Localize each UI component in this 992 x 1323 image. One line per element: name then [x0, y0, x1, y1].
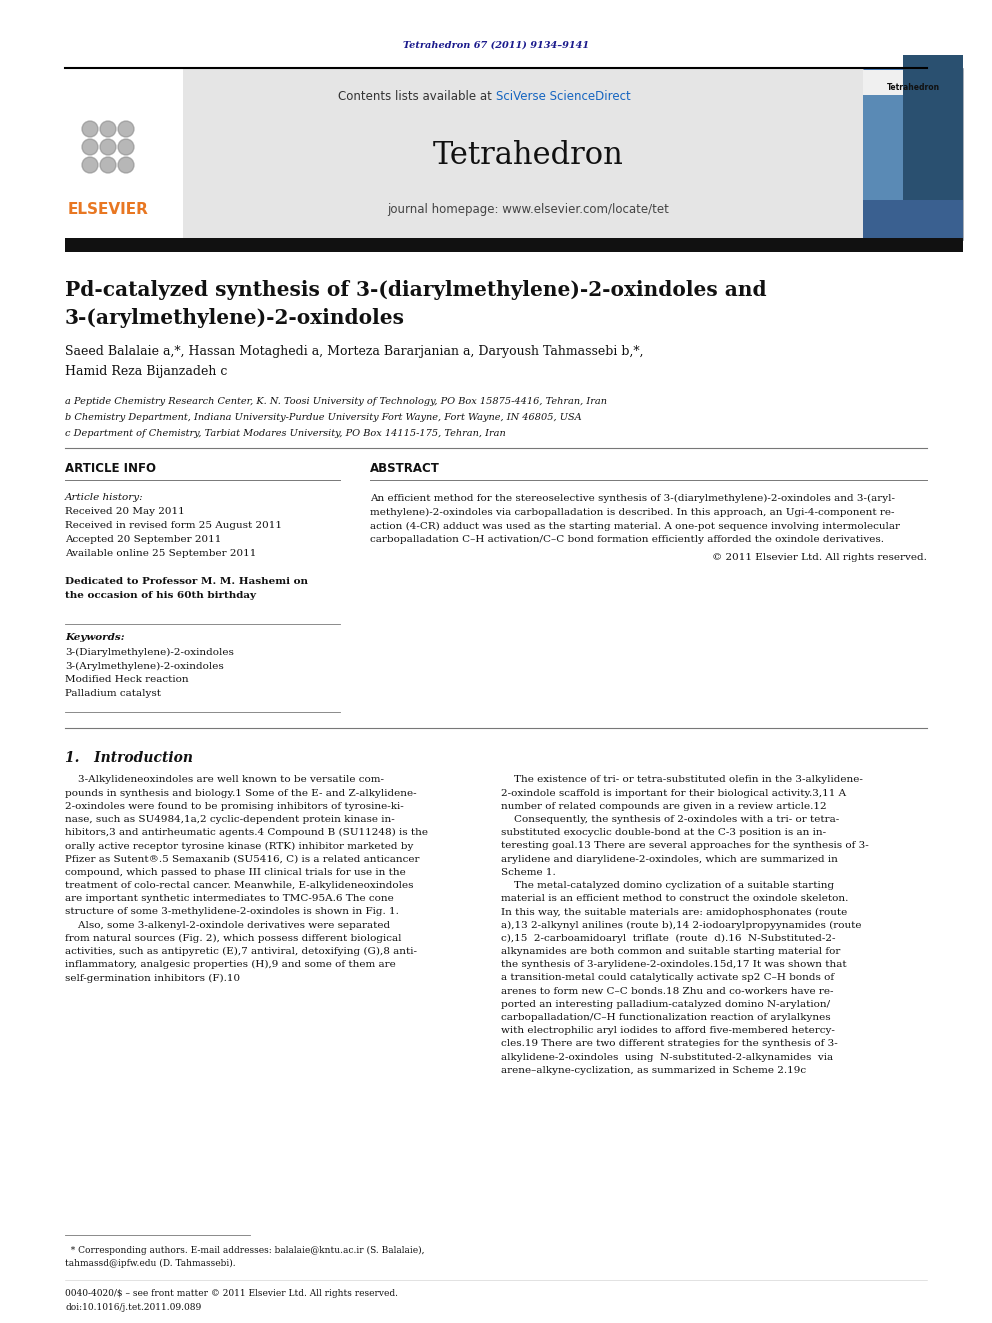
Text: substituted exocyclic double-bond at the C-3 position is an in-: substituted exocyclic double-bond at the…	[501, 828, 826, 837]
Text: carbopalladation/C–H functionalization reaction of arylalkynes: carbopalladation/C–H functionalization r…	[501, 1013, 830, 1023]
Text: SciVerse ScienceDirect: SciVerse ScienceDirect	[496, 90, 631, 103]
Circle shape	[118, 157, 134, 173]
Text: Tetrahedron: Tetrahedron	[433, 139, 623, 171]
Text: a Peptide Chemistry Research Center, K. N. Toosi University of Technology, PO Bo: a Peptide Chemistry Research Center, K. …	[65, 397, 607, 406]
Text: Available online 25 September 2011: Available online 25 September 2011	[65, 549, 256, 558]
Bar	[183, 67, 863, 239]
Text: methylene)-2-oxindoles via carbopalladation is described. In this approach, an U: methylene)-2-oxindoles via carbopalladat…	[370, 508, 895, 516]
Bar	[65, 238, 963, 251]
Text: cles.19 There are two different strategies for the synthesis of 3-: cles.19 There are two different strategi…	[501, 1040, 838, 1049]
Text: a),13 2-alkynyl anilines (route b),14 2-iodoarylpropyynamides (route: a),13 2-alkynyl anilines (route b),14 2-…	[501, 921, 861, 930]
Text: are important synthetic intermediates to TMC-95A.6 The cone: are important synthetic intermediates to…	[65, 894, 394, 904]
Text: self-germination inhibitors (F).10: self-germination inhibitors (F).10	[65, 974, 240, 983]
Text: 3-(arylmethylene)-2-oxindoles: 3-(arylmethylene)-2-oxindoles	[65, 308, 405, 328]
Text: © 2011 Elsevier Ltd. All rights reserved.: © 2011 Elsevier Ltd. All rights reserved…	[712, 553, 927, 562]
Text: ABSTRACT: ABSTRACT	[370, 462, 439, 475]
Text: ARTICLE INFO: ARTICLE INFO	[65, 462, 156, 475]
Text: Keywords:: Keywords:	[65, 634, 125, 643]
Text: In this way, the suitable materials are: amidophosphonates (route: In this way, the suitable materials are:…	[501, 908, 847, 917]
Text: compound, which passed to phase III clinical trials for use in the: compound, which passed to phase III clin…	[65, 868, 406, 877]
Text: 3-(Diarylmethylene)-2-oxindoles: 3-(Diarylmethylene)-2-oxindoles	[65, 647, 234, 656]
Text: Received in revised form 25 August 2011: Received in revised form 25 August 2011	[65, 521, 282, 531]
Text: hibitors,3 and antirheumatic agents.4 Compound B (SU11248) is the: hibitors,3 and antirheumatic agents.4 Co…	[65, 828, 428, 837]
Text: Article history:: Article history:	[65, 493, 144, 503]
Text: arenes to form new C–C bonds.18 Zhu and co-workers have re-: arenes to form new C–C bonds.18 Zhu and …	[501, 987, 833, 996]
Text: Hamid Reza Bijanzadeh c: Hamid Reza Bijanzadeh c	[65, 365, 227, 378]
Circle shape	[118, 139, 134, 155]
Circle shape	[82, 120, 98, 138]
Text: * Corresponding authors. E-mail addresses: balalaie@kntu.ac.ir (S. Balalaie),: * Corresponding authors. E-mail addresse…	[65, 1245, 425, 1254]
Text: Palladium catalyst: Palladium catalyst	[65, 689, 161, 699]
Text: Accepted 20 September 2011: Accepted 20 September 2011	[65, 536, 221, 545]
Text: c),15  2-carboamidoaryl  triflate  (route  d).16  N-Substituted-2-: c),15 2-carboamidoaryl triflate (route d…	[501, 934, 835, 943]
Text: journal homepage: www.elsevier.com/locate/tet: journal homepage: www.elsevier.com/locat…	[387, 204, 669, 217]
Text: 2-oxindole scaffold is important for their biological activity.3,11 A: 2-oxindole scaffold is important for the…	[501, 789, 846, 798]
Text: Received 20 May 2011: Received 20 May 2011	[65, 508, 185, 516]
Text: Dedicated to Professor M. M. Hashemi on: Dedicated to Professor M. M. Hashemi on	[65, 578, 308, 586]
Text: c Department of Chemistry, Tarbiat Modares University, PO Box 14115-175, Tehran,: c Department of Chemistry, Tarbiat Modar…	[65, 430, 506, 438]
Text: arene–alkyne-cyclization, as summarized in Scheme 2.19c: arene–alkyne-cyclization, as summarized …	[501, 1066, 806, 1074]
Circle shape	[100, 157, 116, 173]
Text: with electrophilic aryl iodides to afford five-membered hetercy-: with electrophilic aryl iodides to affor…	[501, 1027, 835, 1036]
Circle shape	[82, 139, 98, 155]
Text: Tetrahedron: Tetrahedron	[887, 83, 939, 93]
Text: ported an interesting palladium-catalyzed domino N-arylation/: ported an interesting palladium-catalyze…	[501, 1000, 830, 1009]
Text: material is an efficient method to construct the oxindole skeleton.: material is an efficient method to const…	[501, 894, 848, 904]
Text: Tetrahedron 67 (2011) 9134–9141: Tetrahedron 67 (2011) 9134–9141	[403, 41, 589, 49]
Text: carbopalladation C–H activation/C–C bond formation efficiently afforded the oxin: carbopalladation C–H activation/C–C bond…	[370, 536, 884, 545]
Text: treatment of colo-rectal cancer. Meanwhile, E-alkylideneoxindoles: treatment of colo-rectal cancer. Meanwhi…	[65, 881, 414, 890]
Text: An efficient method for the stereoselective synthesis of 3-(diarylmethylene)-2-o: An efficient method for the stereoselect…	[370, 493, 895, 503]
Text: 3-(Arylmethylene)-2-oxindoles: 3-(Arylmethylene)-2-oxindoles	[65, 662, 224, 671]
Text: orally active receptor tyrosine kinase (RTK) inhibitor marketed by: orally active receptor tyrosine kinase (…	[65, 841, 414, 851]
Circle shape	[118, 120, 134, 138]
Text: nase, such as SU4984,1a,2 cyclic-dependent protein kinase in-: nase, such as SU4984,1a,2 cyclic-depende…	[65, 815, 395, 824]
Text: the synthesis of 3-arylidene-2-oxindoles.15d,17 It was shown that: the synthesis of 3-arylidene-2-oxindoles…	[501, 960, 846, 970]
Circle shape	[82, 157, 98, 173]
Text: inflammatory, analgesic properties (H),9 and some of them are: inflammatory, analgesic properties (H),9…	[65, 960, 396, 970]
Text: 2-oxindoles were found to be promising inhibitors of tyrosine-ki-: 2-oxindoles were found to be promising i…	[65, 802, 404, 811]
Text: alkynamides are both common and suitable starting material for: alkynamides are both common and suitable…	[501, 947, 840, 957]
Text: doi:10.1016/j.tet.2011.09.089: doi:10.1016/j.tet.2011.09.089	[65, 1303, 201, 1311]
Text: structure of some 3-methylidene-2-oxindoles is shown in Fig. 1.: structure of some 3-methylidene-2-oxindo…	[65, 908, 399, 917]
Text: Contents lists available at: Contents lists available at	[338, 90, 496, 103]
Text: The metal-catalyzed domino cyclization of a suitable starting: The metal-catalyzed domino cyclization o…	[501, 881, 834, 890]
Text: tahmassd@ipfw.edu (D. Tahmassebi).: tahmassd@ipfw.edu (D. Tahmassebi).	[65, 1258, 236, 1267]
Text: Saeed Balalaie a,*, Hassan Motaghedi a, Morteza Bararjanian a, Daryoush Tahmasse: Saeed Balalaie a,*, Hassan Motaghedi a, …	[65, 345, 644, 359]
Bar	[863, 95, 923, 200]
Text: Consequently, the synthesis of 2-oxindoles with a tri- or tetra-: Consequently, the synthesis of 2-oxindol…	[501, 815, 839, 824]
Bar	[903, 56, 963, 200]
Bar	[863, 70, 963, 101]
Text: 0040-4020/$ – see front matter © 2011 Elsevier Ltd. All rights reserved.: 0040-4020/$ – see front matter © 2011 El…	[65, 1290, 398, 1298]
Text: ELSEVIER: ELSEVIER	[67, 202, 149, 217]
Bar	[863, 95, 963, 239]
Text: a transition-metal could catalytically activate sp2 C–H bonds of: a transition-metal could catalytically a…	[501, 974, 834, 983]
Text: Also, some 3-alkenyl-2-oxindole derivatives were separated: Also, some 3-alkenyl-2-oxindole derivati…	[65, 921, 390, 930]
Text: 3-Alkylideneoxindoles are well known to be versatile com-: 3-Alkylideneoxindoles are well known to …	[65, 775, 384, 785]
Text: alkylidene-2-oxindoles  using  N-substituted-2-alkynamides  via: alkylidene-2-oxindoles using N-substitut…	[501, 1053, 833, 1061]
Bar	[863, 67, 963, 239]
Text: number of related compounds are given in a review article.12: number of related compounds are given in…	[501, 802, 826, 811]
Text: Scheme 1.: Scheme 1.	[501, 868, 556, 877]
Circle shape	[100, 139, 116, 155]
Text: The existence of tri- or tetra-substituted olefin in the 3-alkylidene-: The existence of tri- or tetra-substitut…	[501, 775, 863, 785]
Text: Modified Heck reaction: Modified Heck reaction	[65, 676, 188, 684]
Text: from natural sources (Fig. 2), which possess different biological: from natural sources (Fig. 2), which pos…	[65, 934, 402, 943]
Text: Pfizer as Sutent®.5 Semaxanib (SU5416, C) is a related anticancer: Pfizer as Sutent®.5 Semaxanib (SU5416, C…	[65, 855, 420, 864]
Text: teresting goal.13 There are several approaches for the synthesis of 3-: teresting goal.13 There are several appr…	[501, 841, 869, 851]
Text: action (4-CR) adduct was used as the starting material. A one-pot sequence invol: action (4-CR) adduct was used as the sta…	[370, 521, 900, 531]
Text: pounds in synthesis and biology.1 Some of the E- and Z-alkylidene-: pounds in synthesis and biology.1 Some o…	[65, 789, 417, 798]
Text: activities, such as antipyretic (E),7 antiviral, detoxifying (G),8 anti-: activities, such as antipyretic (E),7 an…	[65, 947, 417, 957]
Circle shape	[100, 120, 116, 138]
Text: Pd-catalyzed synthesis of 3-(diarylmethylene)-2-oxindoles and: Pd-catalyzed synthesis of 3-(diarylmethy…	[65, 280, 767, 300]
Text: arylidene and diarylidene-2-oxindoles, which are summarized in: arylidene and diarylidene-2-oxindoles, w…	[501, 855, 838, 864]
Text: 1.   Introduction: 1. Introduction	[65, 751, 193, 765]
Text: the occasion of his 60th birthday: the occasion of his 60th birthday	[65, 591, 256, 601]
Text: b Chemistry Department, Indiana University-Purdue University Fort Wayne, Fort Wa: b Chemistry Department, Indiana Universi…	[65, 414, 581, 422]
